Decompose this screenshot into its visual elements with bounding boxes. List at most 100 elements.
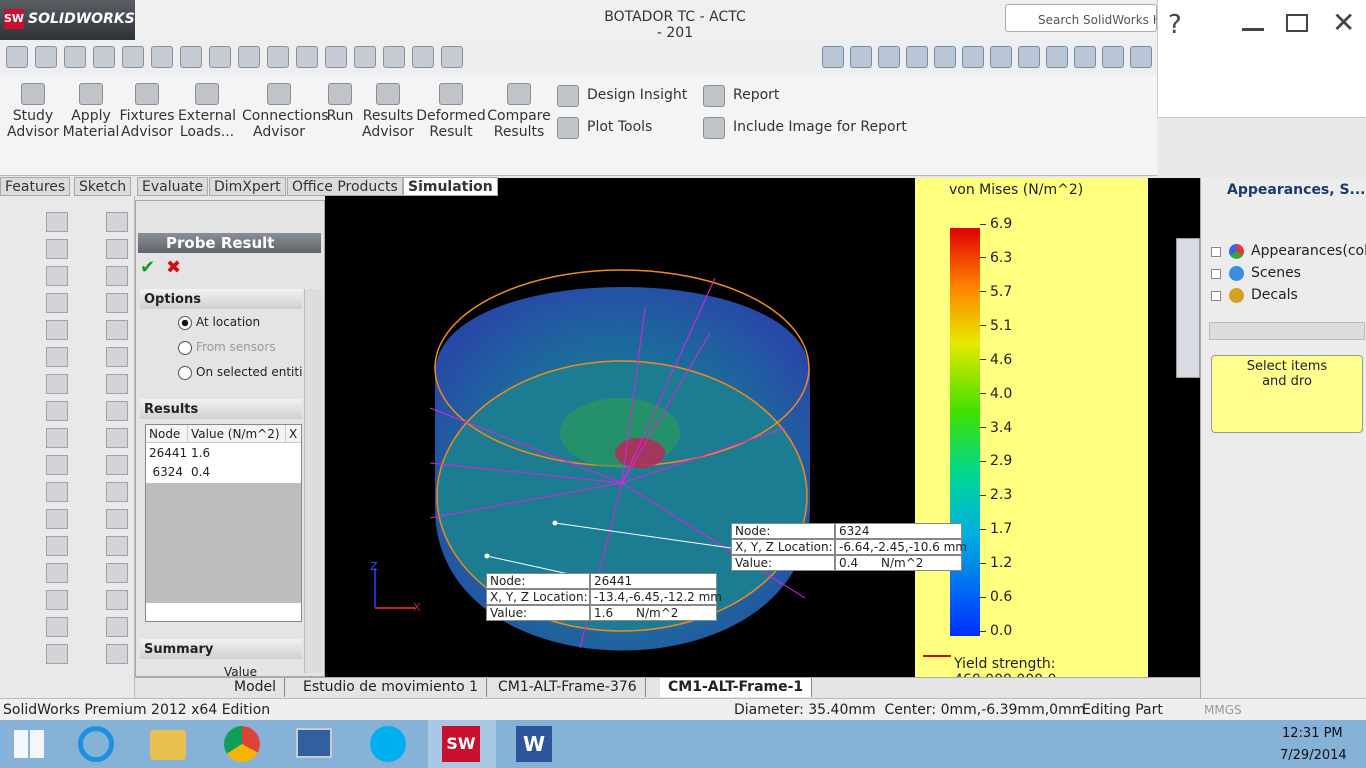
- ribbon-button[interactable]: Design Insight: [587, 87, 688, 103]
- tool-icon[interactable]: [106, 320, 128, 340]
- scrollbar[interactable]: [304, 289, 322, 673]
- toolbar-icon[interactable]: [122, 46, 144, 68]
- toolbar-icon[interactable]: [296, 46, 318, 68]
- tool-icon[interactable]: [106, 266, 128, 286]
- ribbon-button[interactable]: Report: [733, 87, 780, 103]
- tool-icon[interactable]: [46, 401, 68, 421]
- section-header[interactable]: Summary: [140, 639, 302, 659]
- command-tab[interactable]: Sketch: [74, 177, 132, 196]
- command-tab[interactable]: DimXpert: [209, 177, 286, 196]
- ribbon-icon[interactable]: [703, 117, 725, 139]
- toolbar-icon[interactable]: [151, 46, 173, 68]
- tool-icon[interactable]: [46, 590, 68, 610]
- ribbon-icon[interactable]: [376, 83, 400, 105]
- scrollbar[interactable]: [1209, 322, 1365, 340]
- tool-icon[interactable]: [106, 347, 128, 367]
- tool-icon[interactable]: [46, 617, 68, 637]
- tool-icon[interactable]: [106, 212, 128, 232]
- radio-label[interactable]: At location: [196, 315, 261, 329]
- ribbon-button[interactable]: Include Image for Report: [733, 119, 907, 135]
- radio-button[interactable]: [178, 341, 192, 355]
- toolbar-icon[interactable]: [180, 46, 202, 68]
- tool-icon[interactable]: [106, 401, 128, 421]
- toolbar-icon[interactable]: [1046, 46, 1068, 68]
- tree-item[interactable]: Appearances(colo: [1251, 243, 1366, 259]
- ribbon-icon[interactable]: [21, 83, 45, 105]
- command-tab[interactable]: Evaluate: [137, 177, 209, 196]
- ribbon-icon[interactable]: [267, 83, 291, 105]
- ribbon-icon[interactable]: [439, 83, 463, 105]
- toolbar-icon[interactable]: [412, 46, 434, 68]
- ribbon-button[interactable]: Deformed Result: [416, 108, 486, 140]
- tool-icon[interactable]: [46, 536, 68, 556]
- ribbon-button[interactable]: External Loads...: [177, 108, 237, 140]
- tree-expander[interactable]: [1211, 291, 1221, 301]
- ribbon-button[interactable]: Study Advisor: [6, 108, 59, 140]
- ribbon-button[interactable]: Fixtures Advisor: [119, 108, 175, 140]
- toolbar-icon[interactable]: [383, 46, 405, 68]
- ribbon-icon[interactable]: [557, 85, 579, 107]
- ribbon-icon[interactable]: [703, 85, 725, 107]
- ribbon-icon[interactable]: [79, 83, 103, 105]
- tool-icon[interactable]: [106, 617, 128, 637]
- tool-icon[interactable]: [46, 482, 68, 502]
- word-icon[interactable]: W: [516, 726, 552, 762]
- search-box[interactable]: Search SolidWorks H: [1005, 4, 1157, 32]
- section-header[interactable]: Options: [140, 289, 302, 309]
- model-tab[interactable]: Model: [226, 678, 286, 697]
- tool-icon[interactable]: [106, 590, 128, 610]
- tool-icon[interactable]: [106, 239, 128, 259]
- ie-icon[interactable]: [78, 726, 114, 762]
- minimize-button[interactable]: [1242, 28, 1264, 31]
- ribbon-button[interactable]: Compare Results: [487, 108, 551, 140]
- toolbar-icon[interactable]: [878, 46, 900, 68]
- toolbar-icon[interactable]: [35, 46, 57, 68]
- tree-expander[interactable]: [1211, 247, 1221, 257]
- toolbar-icon[interactable]: [1018, 46, 1040, 68]
- toolbar-icon[interactable]: [906, 46, 928, 68]
- toolbar-icon[interactable]: [6, 46, 28, 68]
- close-button[interactable]: ✕: [1332, 6, 1356, 39]
- solidworks-task[interactable]: SW: [428, 720, 496, 768]
- toolbar-icon[interactable]: [209, 46, 231, 68]
- toolbar-icon[interactable]: [962, 46, 984, 68]
- tool-icon[interactable]: [46, 374, 68, 394]
- section-header[interactable]: Results: [140, 399, 302, 419]
- help-button[interactable]: ?: [1168, 10, 1182, 40]
- ribbon-icon[interactable]: [195, 83, 219, 105]
- rdp-icon[interactable]: [296, 728, 332, 758]
- explorer-icon[interactable]: [150, 730, 186, 760]
- chrome-icon[interactable]: [224, 726, 260, 762]
- radio-label[interactable]: On selected entitie: [196, 365, 302, 379]
- ribbon-button[interactable]: Run: [326, 108, 354, 124]
- tool-icon[interactable]: [46, 509, 68, 529]
- model-tab[interactable]: Estudio de movimiento 1: [295, 678, 488, 697]
- tool-icon[interactable]: [106, 455, 128, 475]
- ribbon-button[interactable]: Apply Material: [62, 108, 120, 140]
- ok-button[interactable]: ✔: [140, 257, 156, 278]
- model-tab[interactable]: CM1-ALT-Frame-376: [490, 678, 646, 697]
- radio-button[interactable]: [178, 366, 192, 380]
- tool-icon[interactable]: [46, 347, 68, 367]
- tool-icon[interactable]: [46, 644, 68, 664]
- tool-icon[interactable]: [46, 239, 68, 259]
- toolbar-icon[interactable]: [93, 46, 115, 68]
- tool-icon[interactable]: [46, 455, 68, 475]
- tool-icon[interactable]: [106, 428, 128, 448]
- tool-icon[interactable]: [106, 374, 128, 394]
- ribbon-icon[interactable]: [328, 83, 352, 105]
- command-tab[interactable]: Office Products: [287, 177, 403, 196]
- radio-button[interactable]: [178, 316, 192, 330]
- tree-item[interactable]: Scenes: [1251, 265, 1301, 281]
- toolbar-icon[interactable]: [1074, 46, 1096, 68]
- skype-icon[interactable]: [370, 726, 406, 762]
- toolbar-icon[interactable]: [238, 46, 260, 68]
- tool-icon[interactable]: [46, 212, 68, 232]
- radio-label[interactable]: From sensors: [196, 340, 276, 354]
- toolbar-icon[interactable]: [990, 46, 1012, 68]
- tool-icon[interactable]: [46, 266, 68, 286]
- toolbar-icon[interactable]: [267, 46, 289, 68]
- tree-item[interactable]: Decals: [1251, 287, 1298, 303]
- restore-button[interactable]: [1286, 14, 1308, 32]
- tool-icon[interactable]: [106, 482, 128, 502]
